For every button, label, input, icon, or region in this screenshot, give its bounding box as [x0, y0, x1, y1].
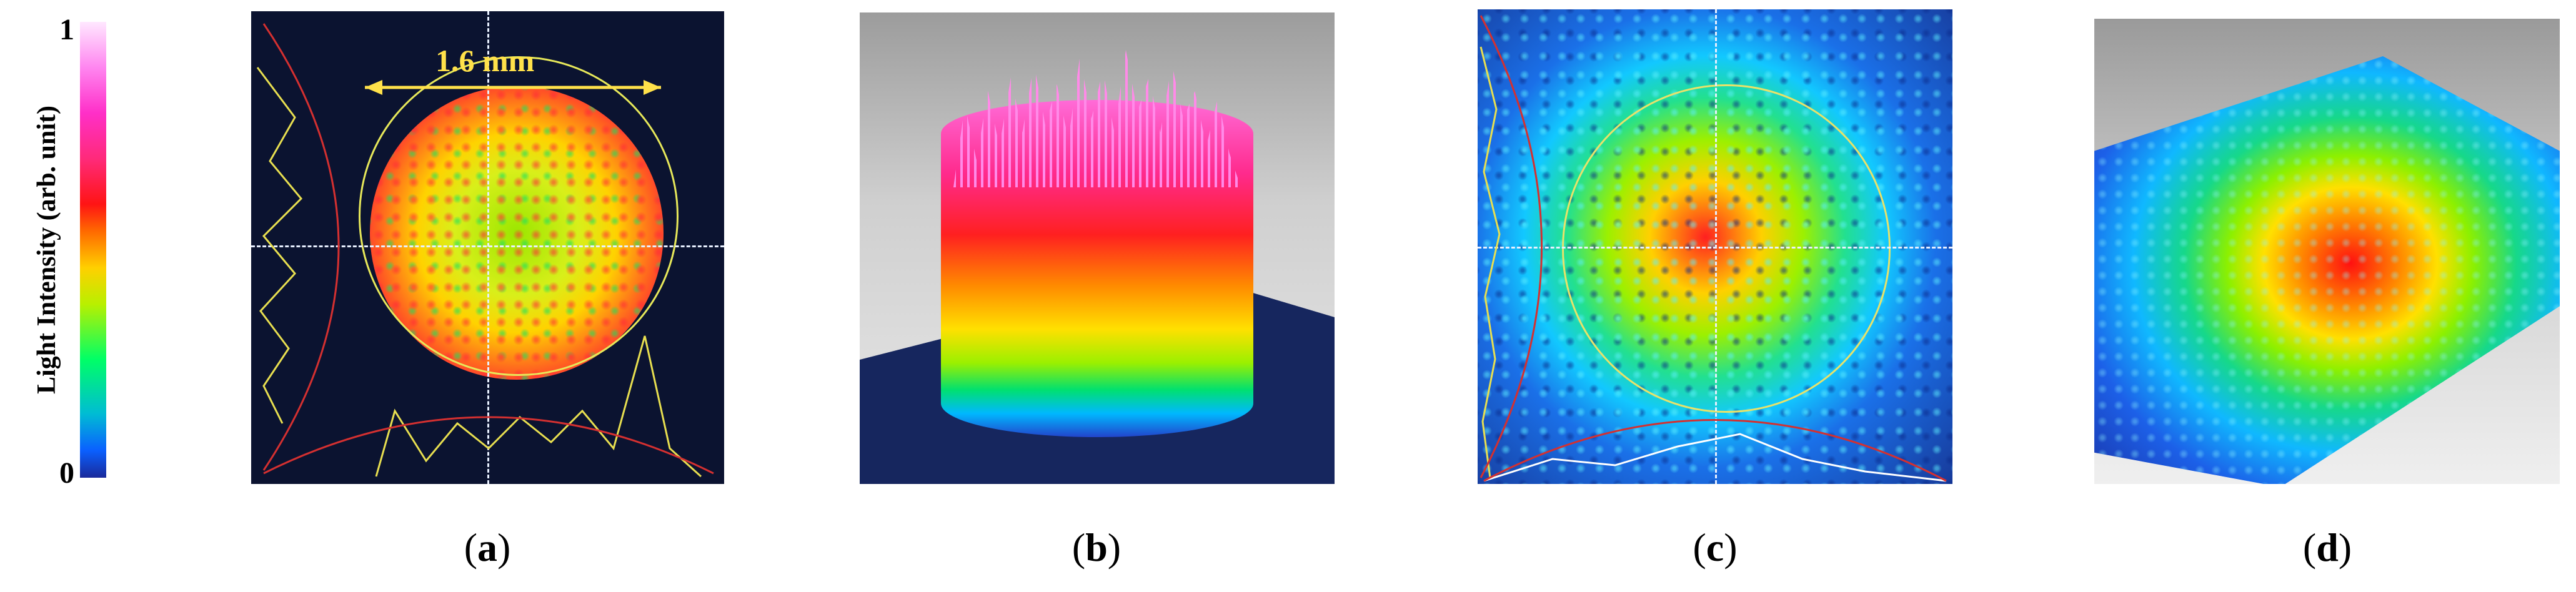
colorbar-min-label: 0: [59, 456, 74, 490]
gaussian-fit-x: [1483, 419, 1947, 482]
width-arrow-left-head: [365, 80, 382, 95]
caption-b: (b): [1047, 525, 1146, 571]
crosshair-vertical: [487, 11, 489, 484]
caption-open-paren: (: [464, 525, 477, 570]
caption-letter: b: [1085, 525, 1108, 570]
panel-a-beam-profile-2d: 1.6 mm: [251, 11, 724, 484]
panel-b-beam-profile-3d: [860, 12, 1335, 484]
fit-circle: [359, 56, 679, 376]
crosshair-vertical: [1715, 9, 1717, 484]
vertical-profile-trace: [256, 67, 303, 424]
beam-width-label: 1.6 mm: [435, 43, 535, 78]
fit-circle: [1562, 84, 1891, 413]
caption-open-paren: (: [2302, 525, 2317, 570]
panel-d-beam-profile-3d: [2094, 19, 2560, 484]
caption-close-paren: ): [2338, 525, 2352, 570]
caption-letter: c: [1706, 525, 1724, 570]
caption-close-paren: ): [1107, 525, 1121, 570]
gaussian-fit-y: [262, 23, 340, 471]
profile-overlay: [256, 23, 714, 478]
caption-c: (c): [1665, 525, 1765, 571]
panel-c-beam-profile-2d: [1478, 9, 1952, 484]
caption-close-paren: ): [497, 525, 511, 570]
width-arrow-right-head: [644, 80, 661, 95]
caption-close-paren: ): [1724, 525, 1738, 570]
caption-d: (d): [2277, 525, 2377, 571]
surface-speckle-texture: [2094, 56, 2560, 484]
caption-a: (a): [437, 525, 537, 571]
caption-open-paren: (: [1072, 525, 1086, 570]
gaussian-fit-y: [1479, 15, 1543, 478]
colorbar-max-label: 1: [59, 13, 74, 46]
profile-overlay: [1479, 15, 1947, 482]
horizontal-profile-trace: [375, 335, 702, 478]
colorbar-title: Light Intensity (arb. unit): [32, 105, 61, 395]
caption-open-paren: (: [1693, 525, 1706, 570]
intensity-colorbar: [80, 22, 106, 478]
caption-letter: a: [477, 525, 497, 570]
horizontal-profile-trace: [1483, 433, 1947, 482]
gaussian-fit-x: [263, 416, 714, 475]
vertical-profile-trace: [1479, 46, 1501, 478]
caption-letter: d: [2316, 525, 2339, 570]
